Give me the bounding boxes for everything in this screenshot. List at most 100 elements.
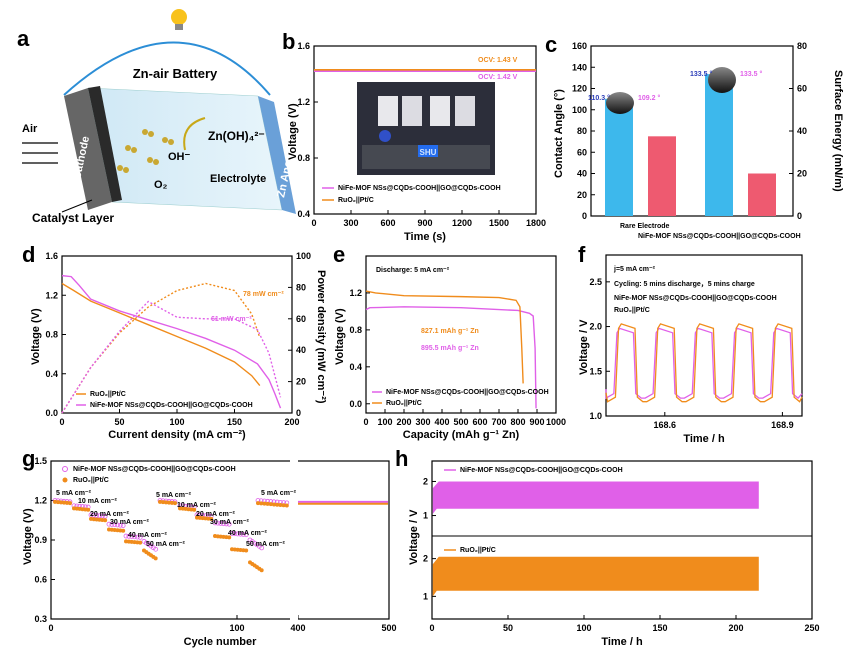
ylabel-d: Voltage (V) [30,308,42,365]
point-g-1-6-4 [170,500,174,505]
ytick2-label-d-2: 40 [296,345,306,355]
annotation-d-61: 61 mW cm⁻² [211,316,252,323]
xtick-label-b-5: 1500 [489,218,509,228]
ytick2-label-c-2: 40 [797,126,807,136]
ytick-label-g-4: 1.5 [34,456,47,466]
point-g-0-10-2 [235,531,241,537]
legend-g-nife: NiFe-MOF NSs@CQDs-COOH||GO@CQDs-COOH [73,466,236,473]
legend-g-ruo2: RuO₂||Pt/C [73,477,109,484]
ylabel-h: Voltage / V [408,509,420,565]
bar-contact-angle-1 [705,74,733,216]
series-h-1 [432,556,759,597]
xtick-label-e-3: 300 [415,417,430,427]
droplet-nife [708,67,736,93]
xlabel-d: Current density (mA cm⁻²) [108,429,246,441]
point-g-0-10-1 [232,531,238,537]
xtick-label-b-6: 1800 [526,218,546,228]
legend-d: RuO₂||Pt/C NiFe-MOF NSs@CQDs-COOH||GO@CQ… [76,391,253,409]
point-g-0-4-5 [137,534,143,540]
point-g-0-10-0 [229,531,235,536]
point-g-0-9-1 [215,520,221,526]
panel-label-g: g [22,446,35,471]
angle-label-4: 133.5 ° [740,70,762,78]
point-g-0-3-3 [115,522,120,528]
panel-e: e 0 100 200 300 400 500 600 700 800 900 1000 0.0 0.4… [333,242,566,441]
ytick-label-b-1: 0.8 [297,153,310,163]
point-g-1-12-7 [278,502,283,507]
xtick-label-e-6: 600 [472,417,487,427]
panel-label-d: d [22,242,35,267]
droplet-rare [606,92,634,114]
point-g-0-3-2 [112,522,118,528]
legend-f-ruo2: RuO₂||Pt/C [614,307,650,314]
point-g-1-10-5 [244,548,249,553]
point-g-0-3-5 [120,523,126,528]
rate-label-g-6: 5 mA cm⁻² [156,492,192,499]
ytick-label-b-3: 1.6 [297,41,310,51]
ytick-label-b-2: 1.2 [297,97,310,107]
xtick-label-b-4: 1200 [452,218,472,228]
bar-surface-energy-1 [748,173,776,216]
xtick-label-f-0: 168.6 [654,420,677,430]
legend-h-nife: NiFe-MOF NSs@CQDs-COOH||GO@CQDs-COOH [460,467,623,474]
category-label-rare: Rare Electrode [620,223,670,230]
ytick-label-h-1-0: 1 [423,591,428,601]
rate-label-g-11: 50 mA cm⁻² [246,541,286,548]
ytick-label-h-1-1: 2 [423,554,428,564]
ytick-label-f-3: 2.5 [589,277,602,287]
point-g-0-4-2 [129,534,135,539]
subtitle-f: Cycling: 5 mins discharge，5 mins charge [614,281,755,288]
point-g-0-9-0 [212,520,218,526]
angle-label-1: 110.3 ° [588,94,610,102]
rate-label-g-12: 5 mA cm⁻² [261,490,297,497]
point-g-1-12-3 [265,501,270,506]
legend-b: NiFe-MOF NSs@CQDs-COOH||GO@CQDs-COOH RuO… [322,185,501,204]
xtick-label-b-0: 0 [311,218,316,228]
series-d-0 [61,282,261,386]
category-label-nife: NiFe-MOF NSs@CQDs-COOH||GO@CQDs-COOH [638,233,801,240]
rate-label-g-5: 50 mA cm⁻² [146,541,186,548]
title-e: Discharge: 5 mA cm⁻² [376,267,450,274]
rate-label-g-8: 20 mA cm⁻² [196,511,236,518]
point-g-0-10-4 [240,532,246,537]
angle-label-3: 133.5 ° [690,70,712,78]
panel-label-h: h [395,446,408,471]
ylabel-c-right: Surface Energy (mN/m) [832,70,844,192]
o2-label: O₂ [154,179,168,191]
xtick-label-e-9: 900 [529,417,544,427]
ytick2-label-d-3: 60 [296,314,306,324]
xlabel-g: Cycle number [184,636,257,648]
rate-label-g-9: 30 mA cm⁻² [210,519,250,526]
xtick-label-h-4: 200 [728,623,743,633]
xlabel-e: Capacity (mAh g⁻¹ Zn) [403,429,520,441]
point-g-0-3-1 [109,522,115,527]
ytick2-label-d-4: 80 [296,282,306,292]
xtick-label-b-1: 300 [343,218,358,228]
photo-label: SHU [420,148,437,157]
point-g-1-2-5 [103,518,108,523]
panel-h: h 0 50 100 150 200 250 1 2 1 2 Voltage / V Time /… [395,446,820,648]
series-e-1 [365,290,524,384]
xtick-label-g-2: 400 [290,623,305,633]
ylabel-d-right: Power density (mW cm⁻²) [315,270,327,404]
panel-a: a Zn-air Battery Cathode Zn Anode Air O₂… [17,9,297,225]
xtick-label-e-2: 200 [396,417,411,427]
point-g-0-11-5 [259,545,265,551]
legend-e-nife: NiFe-MOF NSs@CQDs-COOH||GO@CQDs-COOH [386,389,549,396]
ytick-label-f-1: 1.5 [589,366,602,376]
xtick-label-h-2: 100 [576,623,591,633]
point-g-0-4-3 [132,534,137,540]
point-g-1-0-0 [53,499,57,504]
legend-e-ruo2: RuO₂||Pt/C [386,400,422,407]
legend-f-nife: NiFe-MOF NSs@CQDs-COOH||GO@CQDs-COOH [614,295,777,302]
plot-d-frame [61,255,293,414]
point-g-0-3-4 [117,522,123,528]
ytick-label-d-2: 0.8 [45,330,58,340]
rate-label-g-10: 40 mA cm⁻² [228,530,268,537]
ytick-label-f-0: 1.0 [589,411,602,421]
angle-label-2: 109.2 ° [638,94,660,102]
ytick-label-h-0-1: 2 [423,476,428,486]
title-f: j=5 mA cm⁻² [613,266,656,273]
panel-f: f 168.6 168.9 1.0 1.5 2.0 2.5 j=5 mA cm⁻² Cyc… [578,242,803,445]
